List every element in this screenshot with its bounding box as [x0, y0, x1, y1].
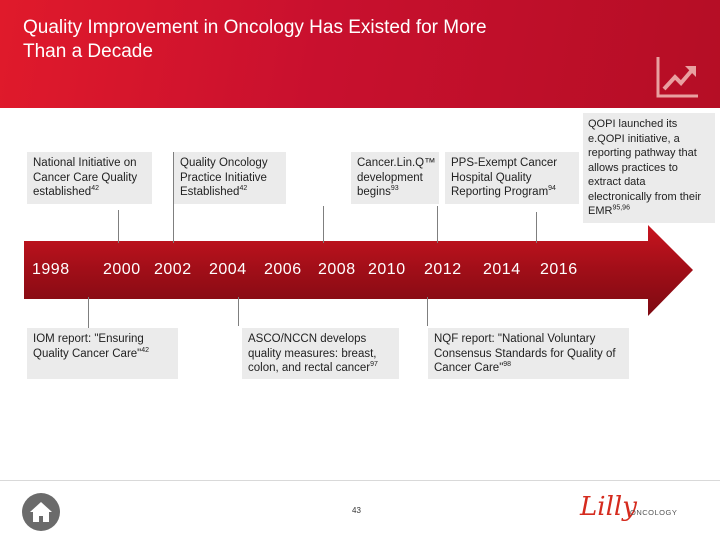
event-text: QOPI launched its e.QOPI initiative, a r… [588, 118, 702, 217]
event-text: Quality Oncology Practice Initiative Est… [180, 157, 268, 198]
year-label: 2006 [264, 261, 302, 278]
connector-line [173, 152, 174, 243]
event-text: Cancer.Lin.Q™ development begins [357, 157, 436, 198]
year-label: 2014 [483, 261, 521, 278]
connector-line [88, 297, 89, 331]
event-box-top: PPS-Exempt Cancer Hospital Quality Repor… [445, 152, 579, 204]
event-ref: 93 [390, 185, 399, 193]
event-box-bottom: IOM report: "Ensuring Quality Cancer Car… [27, 328, 178, 379]
event-text: PPS-Exempt Cancer Hospital Quality Repor… [451, 157, 558, 198]
slide-title: Quality Improvement in Oncology Has Exis… [23, 17, 487, 62]
event-text: IOM report: "Ensuring Quality Cancer Car… [33, 333, 144, 360]
trend-up-icon [656, 57, 698, 98]
year-label: 2010 [368, 261, 406, 278]
event-box-top: Quality Oncology Practice Initiative Est… [174, 152, 286, 204]
year-label: 1998 [32, 261, 70, 278]
year-label: 2002 [154, 261, 192, 278]
event-box-top: Cancer.Lin.Q™ development begins93 [351, 152, 439, 204]
event-ref: 42 [91, 185, 99, 193]
year-label: 2012 [424, 261, 462, 278]
header-banner: Quality Improvement in Oncology Has Exis… [0, 0, 720, 108]
footer-divider [0, 480, 720, 481]
connector-line [323, 206, 324, 243]
connector-line [118, 210, 119, 243]
connector-line [437, 206, 438, 243]
year-label: 2004 [209, 261, 247, 278]
home-button[interactable] [22, 493, 60, 531]
connector-line [536, 212, 537, 243]
event-box-top: QOPI launched its e.QOPI initiative, a r… [583, 113, 715, 223]
event-text: ASCO/NCCN develops quality measures: bre… [248, 333, 377, 374]
event-ref: 97 [370, 361, 378, 369]
event-text: National Initiative on Cancer Care Quali… [33, 157, 138, 198]
logo-subtext: ONCOLOGY [630, 508, 678, 517]
event-box-bottom: NQF report: "National Voluntary Consensu… [428, 328, 629, 379]
connector-line [238, 297, 239, 326]
logo-script: Lilly [580, 492, 637, 522]
year-label: 2008 [318, 261, 356, 278]
connector-line [427, 297, 428, 326]
event-text: NQF report: "National Voluntary Consensu… [434, 333, 616, 374]
page-number: 43 [352, 506, 361, 515]
event-ref: 95,96 [612, 204, 630, 212]
event-ref: 94 [548, 185, 556, 193]
event-ref: 42 [239, 185, 248, 193]
event-box-bottom: ASCO/NCCN develops quality measures: bre… [242, 328, 399, 379]
year-label: 2016 [540, 261, 578, 278]
year-label: 2000 [103, 261, 141, 278]
event-ref: 42 [141, 346, 150, 354]
lilly-oncology-logo: Lilly ONCOLOGY [580, 492, 680, 526]
event-ref: 98 [503, 361, 512, 369]
home-icon [30, 502, 52, 522]
event-box-top: National Initiative on Cancer Care Quali… [27, 152, 152, 204]
